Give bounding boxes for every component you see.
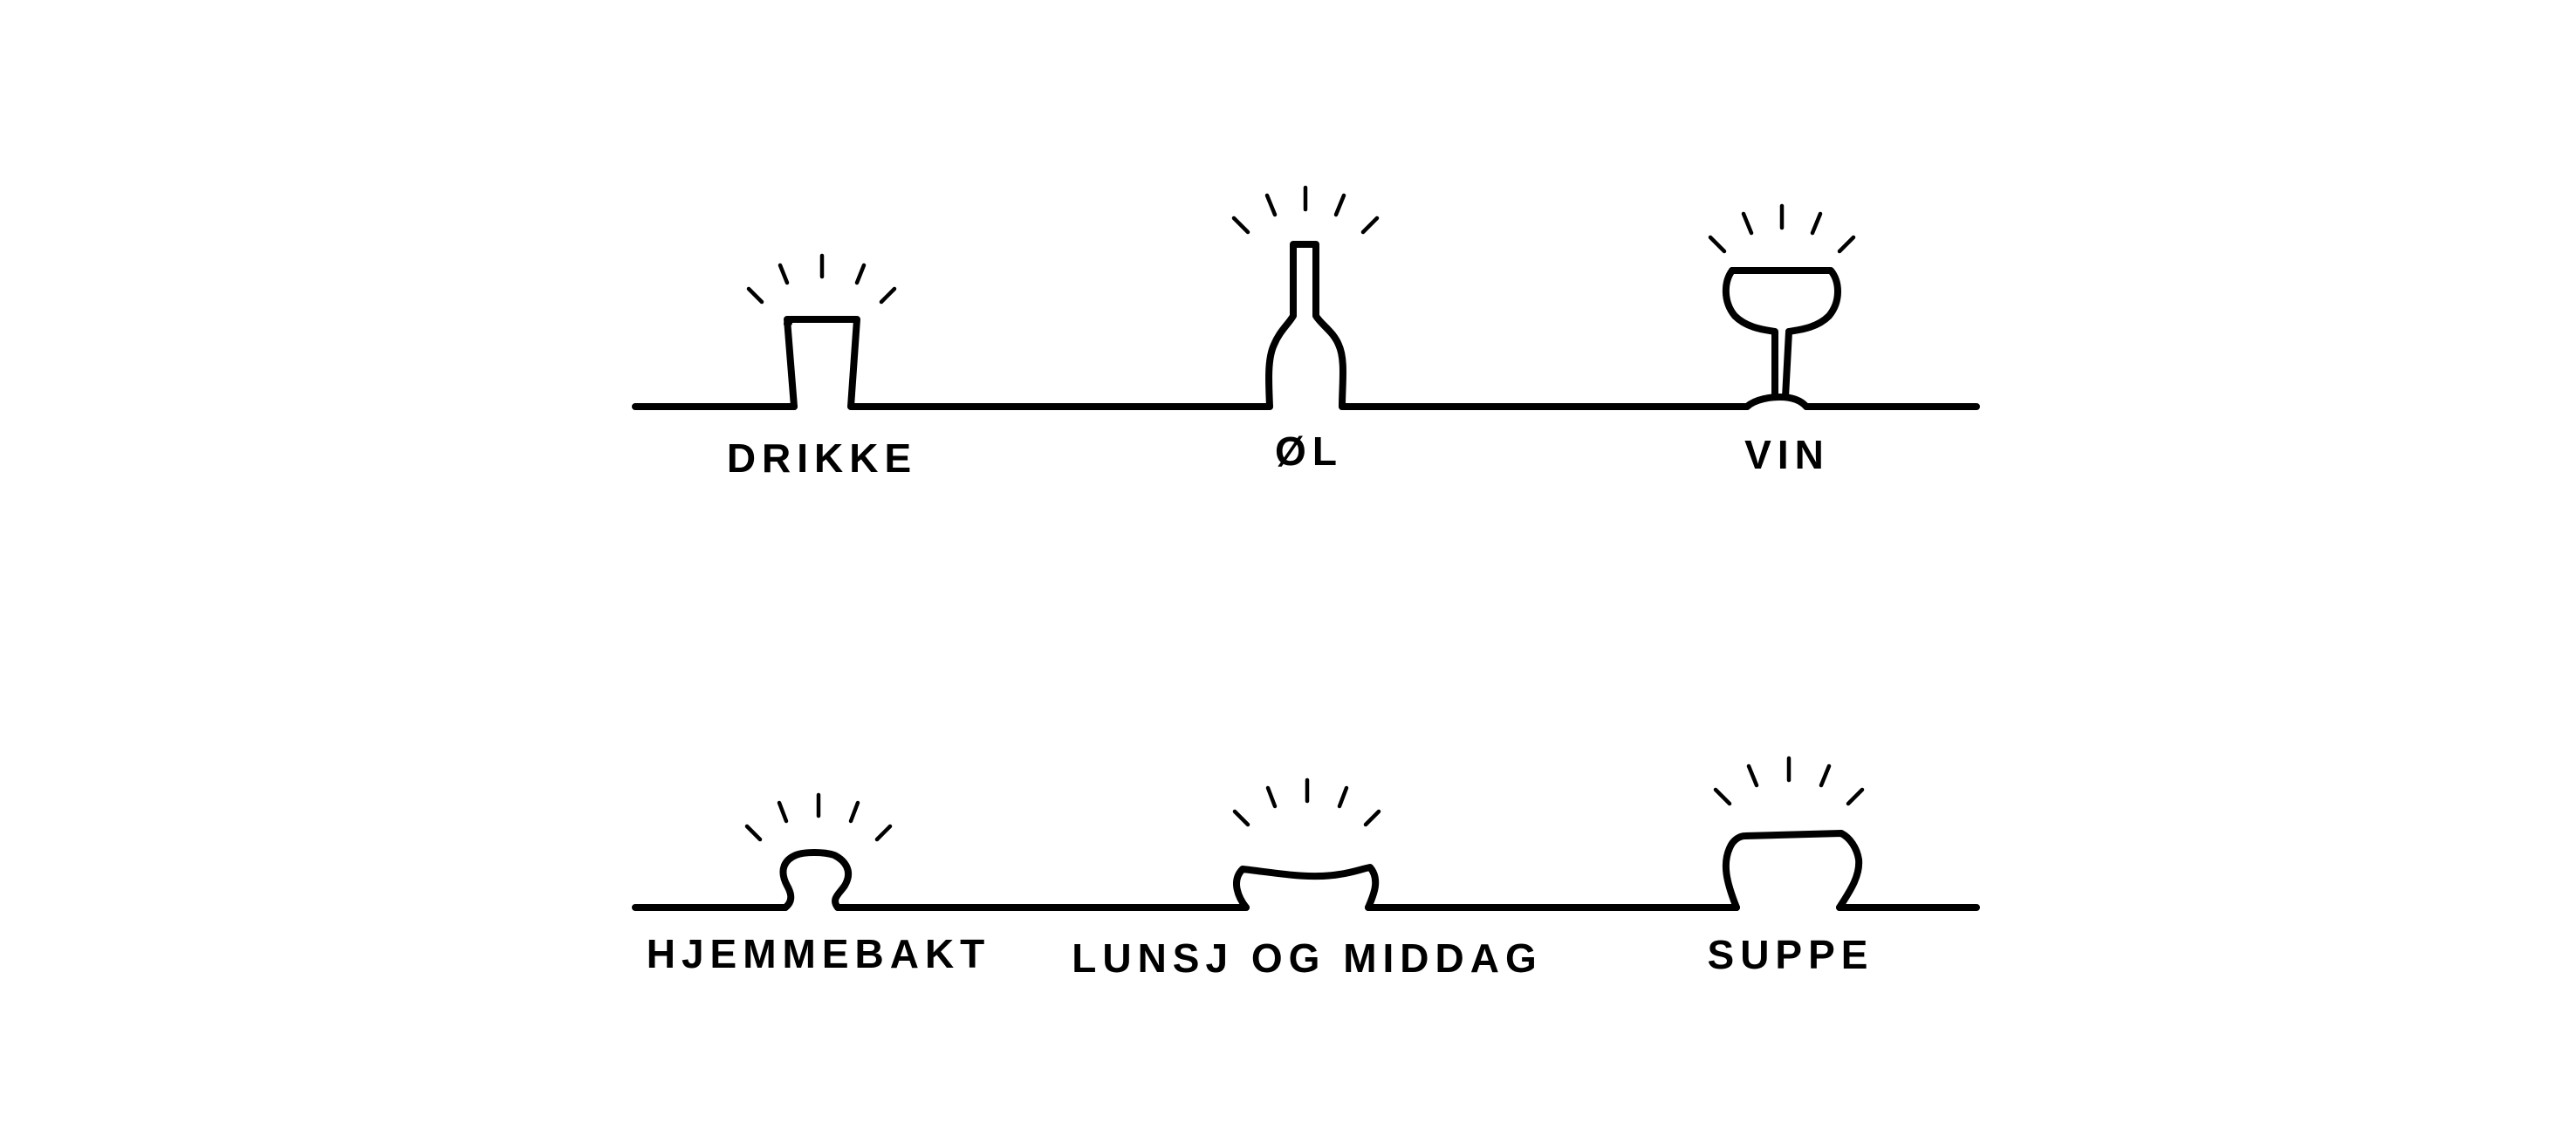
category-label: HJEMMEBAKT	[647, 931, 991, 976]
sparkle-rays	[1708, 203, 1856, 254]
category-label: SUPPE	[1708, 932, 1874, 977]
glass-icon	[746, 253, 897, 410]
sparkle-rays	[744, 792, 893, 842]
sparkle-rays	[1232, 777, 1381, 827]
beer-bottle-icon	[1231, 185, 1380, 410]
category-drikke[interactable]: DRIKKE	[727, 253, 917, 481]
bun-icon	[744, 792, 893, 911]
wine-glass-icon	[1708, 203, 1856, 410]
menu-row-bottom: HJEMMEBAKT LUNSJ OG MIDDAG	[632, 756, 1980, 981]
category-label: DRIKKE	[727, 435, 917, 481]
soup-bowl-icon	[1713, 756, 1865, 911]
category-ol[interactable]: ØL	[1231, 185, 1380, 474]
sparkle-rays	[1713, 756, 1865, 806]
category-suppe[interactable]: SUPPE	[1708, 756, 1874, 977]
category-vin[interactable]: VIN	[1708, 203, 1856, 477]
plate-icon	[1232, 777, 1381, 911]
menu-row-top: DRIKKE ØL	[632, 185, 1980, 481]
category-hjemmebakt[interactable]: HJEMMEBAKT	[647, 792, 991, 976]
category-label: VIN	[1744, 432, 1830, 477]
category-lunsj-og-middag[interactable]: LUNSJ OG MIDDAG	[1072, 777, 1542, 981]
category-label: ØL	[1275, 428, 1343, 474]
category-label: LUNSJ OG MIDDAG	[1072, 935, 1542, 981]
sparkle-rays	[1231, 185, 1380, 235]
sparkle-rays	[746, 253, 897, 305]
